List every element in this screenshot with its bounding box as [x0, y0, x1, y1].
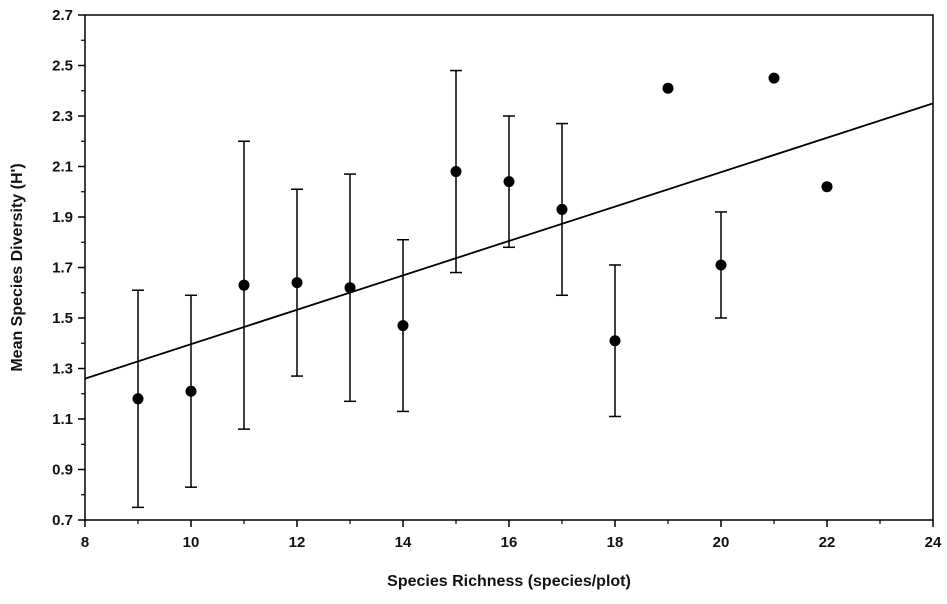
- y-tick-label: 1.7: [52, 260, 73, 277]
- data-points: [132, 72, 833, 405]
- y-tick-label: 1.5: [52, 310, 73, 327]
- y-tick-label: 2.1: [52, 159, 73, 176]
- x-axis-label: Species Richness (species/plot): [387, 573, 631, 590]
- data-point: [821, 181, 833, 193]
- x-tick-label: 12: [289, 534, 306, 551]
- y-axis-label: Mean Species Diversity (H'): [9, 163, 26, 371]
- data-point: [238, 279, 250, 291]
- data-point: [715, 259, 727, 271]
- x-tick-label: 8: [81, 534, 89, 551]
- data-point: [132, 393, 144, 405]
- y-tick-label: 0.9: [52, 462, 73, 479]
- data-point: [662, 82, 674, 94]
- x-tick-label: 16: [501, 534, 518, 551]
- data-point: [291, 277, 303, 289]
- data-point: [503, 176, 515, 188]
- data-point: [556, 203, 568, 215]
- y-tick-label: 0.7: [52, 512, 73, 529]
- data-point: [397, 320, 409, 332]
- x-tick-label: 10: [183, 534, 200, 551]
- data-point: [609, 335, 621, 347]
- x-tick-label: 24: [925, 534, 942, 551]
- data-point: [768, 72, 780, 84]
- error-bars: [132, 69, 727, 509]
- y-tick-label: 1.3: [52, 361, 73, 378]
- y-tick-label: 2.3: [52, 108, 73, 125]
- y-tick-label: 2.7: [52, 7, 73, 24]
- y-tick-label: 2.5: [52, 58, 73, 75]
- data-point: [450, 166, 462, 178]
- x-tick-label: 22: [819, 534, 836, 551]
- y-tick-label: 1.9: [52, 209, 73, 226]
- plot-frame: [84, 14, 934, 521]
- data-point: [185, 385, 197, 397]
- data-point: [344, 282, 356, 294]
- x-tick-label: 14: [395, 534, 412, 551]
- x-tick-label: 20: [713, 534, 730, 551]
- y-tick-label: 1.1: [52, 411, 73, 428]
- axes: 8 10 12 14 16 18 20 22 24 0.7 0.9 1.1 1.3 1.5 1.7 1.9 2.…: [52, 7, 942, 551]
- x-tick-label: 18: [607, 534, 624, 551]
